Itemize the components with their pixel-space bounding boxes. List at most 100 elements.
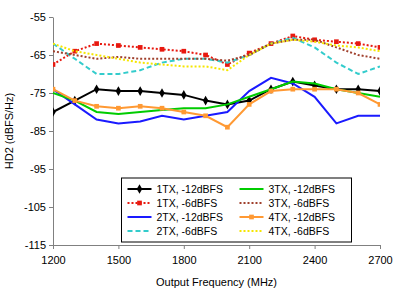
tick-label: 2100 xyxy=(237,254,261,266)
legend-swatch xyxy=(128,216,152,218)
y-axis-title: HD2 (dBFS/Hz) xyxy=(3,93,15,169)
tick-mark xyxy=(315,245,316,249)
series-marker xyxy=(181,90,187,100)
series-line xyxy=(53,38,380,74)
legend-label: 3TX, -6dBFS xyxy=(269,197,330,209)
series-marker xyxy=(138,45,143,50)
tick: -105 xyxy=(24,201,53,213)
series-marker xyxy=(268,84,274,94)
series-marker xyxy=(159,88,165,98)
tick-mark xyxy=(49,55,53,56)
series-marker xyxy=(312,87,317,92)
tick-label: -95 xyxy=(30,163,46,175)
series-marker xyxy=(94,104,99,109)
series-marker xyxy=(356,41,361,46)
tick-label: -65 xyxy=(30,49,46,61)
legend-label: 4TX, -12dBFS xyxy=(269,211,336,223)
legend-label: 2TX, -12dBFS xyxy=(157,211,224,223)
series-marker xyxy=(378,45,380,50)
tick: 1800 xyxy=(172,245,196,266)
legend-label: 3TX, -12dBFS xyxy=(269,183,336,195)
series-marker xyxy=(247,102,252,107)
tick: -115 xyxy=(25,239,53,251)
series-marker xyxy=(203,113,208,118)
series-marker xyxy=(203,53,208,58)
x-axis-title: Output Frequency (MHz) xyxy=(156,276,277,288)
tick: -75 xyxy=(30,87,53,99)
tick-label: -55 xyxy=(30,11,46,23)
series-marker xyxy=(72,98,77,103)
series-marker xyxy=(94,84,100,94)
tick-mark xyxy=(49,131,53,132)
legend-marker xyxy=(137,184,143,194)
tick-mark xyxy=(118,245,119,249)
tick-mark xyxy=(49,245,53,246)
legend: 1TX, -12dBFS1TX, -6dBFS2TX, -12dBFS2TX, … xyxy=(122,178,352,242)
series-marker xyxy=(138,104,143,109)
tick-label: 1500 xyxy=(107,254,131,266)
legend-swatch xyxy=(240,202,264,204)
series-marker xyxy=(334,39,339,44)
tick: -95 xyxy=(30,163,53,175)
chart: 1200 1500 1800 2100 2400 2700 -115 -105 -95 -85 -7… xyxy=(0,0,411,298)
tick: 2700 xyxy=(368,245,392,266)
tick: 1500 xyxy=(107,245,131,266)
tick: 2400 xyxy=(303,245,327,266)
series-marker xyxy=(53,62,55,67)
legend-marker xyxy=(137,201,142,206)
series-marker xyxy=(116,43,121,48)
tick-mark xyxy=(49,207,53,208)
tick-label: -115 xyxy=(25,239,46,251)
series-marker xyxy=(181,49,186,54)
y-axis: -115 -105 -95 -85 -75 -65 -55 xyxy=(24,11,54,251)
series-line xyxy=(53,89,380,127)
legend-box xyxy=(122,178,352,242)
tick-label: 2400 xyxy=(303,254,327,266)
legend-marker xyxy=(249,215,254,220)
series-marker xyxy=(334,84,340,94)
series-line xyxy=(53,36,380,65)
legend-swatch xyxy=(240,188,264,190)
series-marker xyxy=(225,125,230,130)
tick-mark xyxy=(53,245,54,249)
tick: -65 xyxy=(30,49,53,61)
tick-mark xyxy=(49,93,53,94)
series-line xyxy=(53,82,380,114)
series-marker xyxy=(356,91,361,96)
tick-label: 1800 xyxy=(172,254,196,266)
series-marker xyxy=(53,87,55,92)
tick-mark xyxy=(380,245,381,249)
tick-mark xyxy=(49,17,53,18)
series-marker xyxy=(94,41,99,46)
tick-mark xyxy=(49,169,53,170)
x-axis: 1200 1500 1800 2100 2400 2700 xyxy=(41,245,392,266)
legend-label: 1TX, -12dBFS xyxy=(157,183,224,195)
series-marker xyxy=(160,47,165,52)
tick-label: -105 xyxy=(24,201,46,213)
tick-label: -85 xyxy=(30,125,46,137)
series-marker xyxy=(377,86,380,96)
legend-label: 1TX, -6dBFS xyxy=(157,197,218,209)
series-marker xyxy=(53,107,56,117)
series-marker xyxy=(334,87,339,92)
series-line xyxy=(53,78,380,124)
series-marker xyxy=(378,102,380,107)
series-line xyxy=(53,40,380,70)
series-marker xyxy=(160,106,165,111)
series-marker xyxy=(290,87,295,92)
tick-mark xyxy=(184,245,185,249)
tick-label: -75 xyxy=(30,87,46,99)
tick: -85 xyxy=(30,125,53,137)
tick-label: 1200 xyxy=(41,254,65,266)
series-marker xyxy=(116,86,122,96)
series-marker xyxy=(269,89,274,94)
axis-line xyxy=(54,245,381,246)
tick-mark xyxy=(249,245,250,249)
tick-label: 2700 xyxy=(368,254,392,266)
series-marker xyxy=(137,86,143,96)
plot-area xyxy=(53,34,380,130)
legend-label: 4TX, -6dBFS xyxy=(269,225,330,237)
series-marker xyxy=(203,96,209,106)
legend-swatch xyxy=(128,230,152,232)
series-line xyxy=(53,40,380,61)
